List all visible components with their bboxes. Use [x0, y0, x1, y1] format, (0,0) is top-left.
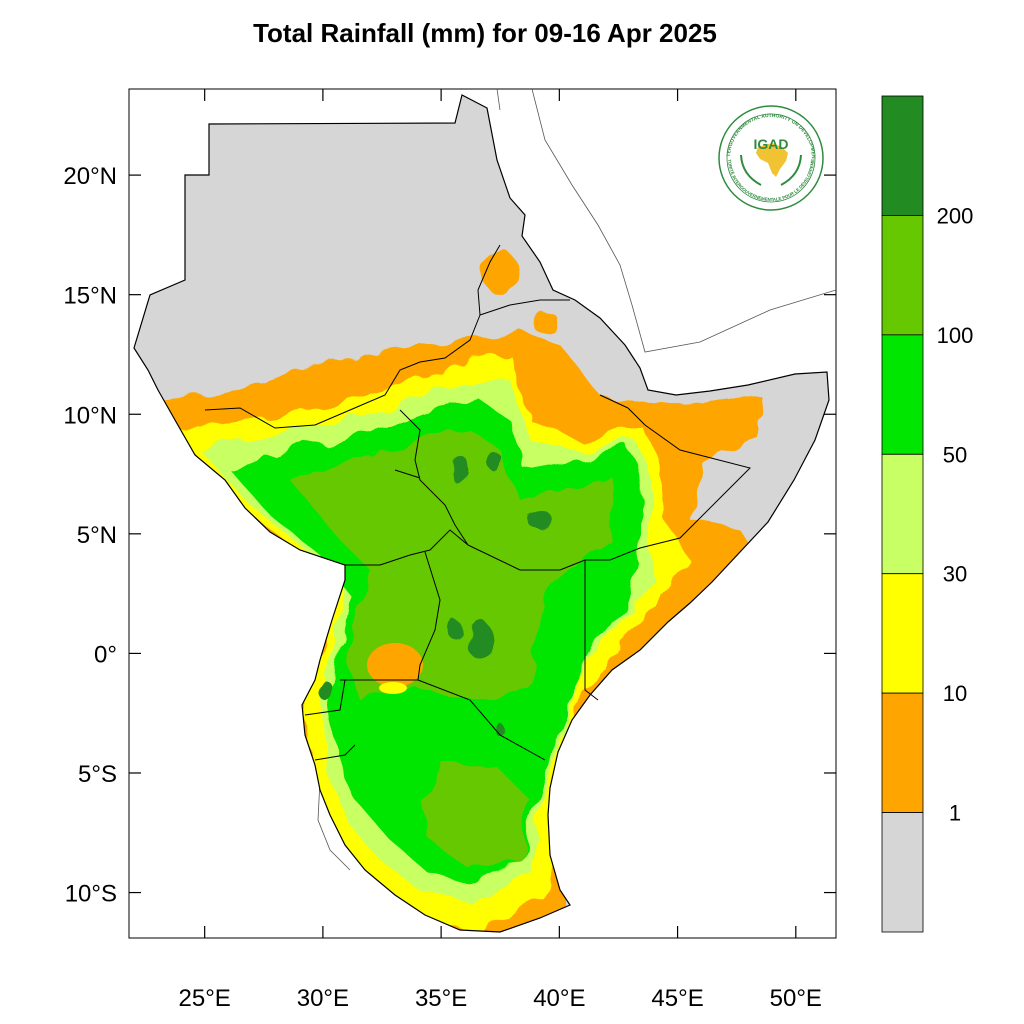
rain-class-100-200: [290, 430, 615, 700]
legend-label: 30: [943, 562, 967, 587]
legend-label: 50: [943, 442, 967, 467]
lon-tick-label: 35°E: [415, 985, 467, 1012]
legend-label: 10: [943, 681, 967, 706]
dry-patch-lake-victoria: [367, 643, 423, 687]
lon-tick-label: 25°E: [179, 985, 231, 1012]
legend-swatch: [881, 692, 924, 813]
lon-tick-label: 50°E: [770, 985, 822, 1012]
latitude-axis: 20°N 15°N 10°N 5°N 0° 5°S 10°S: [63, 163, 836, 908]
logo-laurel-icon: [740, 154, 802, 186]
legend-swatch: [881, 573, 924, 694]
lon-tick-label: 40°E: [533, 985, 585, 1012]
lat-tick-label: 15°N: [63, 283, 117, 310]
lon-tick-label: 30°E: [297, 985, 349, 1012]
coastline: [133, 94, 830, 933]
colorbar-legend: 1 10 30 50 100 200: [881, 95, 974, 933]
legend-swatch: [881, 812, 924, 933]
lon-tick-label: 45°E: [651, 985, 703, 1012]
lat-tick-label: 5°N: [77, 522, 117, 549]
legend-label: 200: [937, 203, 974, 228]
legend-swatch: [881, 334, 924, 455]
context-coastlines: [317, 89, 836, 871]
lat-tick-label: 5°S: [78, 761, 117, 788]
legend-swatch: [881, 95, 924, 216]
rain-class-over-200: [318, 453, 552, 736]
legend-swatch: [881, 215, 924, 336]
lat-tick-label: 10°S: [65, 881, 117, 908]
logo-africa-icon: [756, 143, 788, 177]
map-title: Total Rainfall (mm) for 09-16 Apr 2025: [253, 18, 717, 48]
country-borders: [204, 244, 751, 761]
legend-label: 1: [949, 801, 961, 826]
logo-acronym: IGAD: [754, 136, 789, 152]
lat-tick-label: 0°: [94, 641, 117, 668]
legend-label: 100: [937, 323, 974, 348]
lat-tick-label: 20°N: [63, 163, 117, 190]
longitude-axis: 25°E 30°E 35°E 40°E 45°E 50°E: [179, 89, 822, 1012]
legend-swatch: [881, 453, 924, 575]
igad-logo: INTERGOVERNMENTAL AUTHORITY ON DEVELOPME…: [716, 103, 824, 211]
lat-tick-label: 10°N: [63, 402, 117, 429]
